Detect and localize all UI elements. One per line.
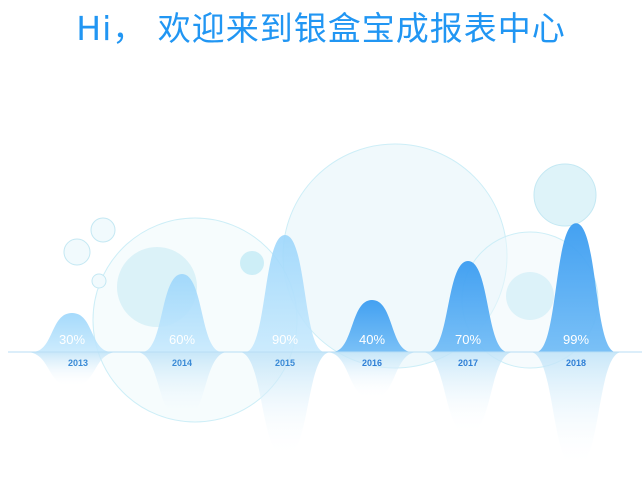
year-label-2017: 2017 [458,358,478,368]
year-label-2015: 2015 [275,358,295,368]
peak-2013 [32,313,112,352]
bubble [240,251,264,275]
year-label-2018: 2018 [566,358,586,368]
year-label-2016: 2016 [362,358,382,368]
value-label-2014: 60% [169,332,195,347]
peak-2017 [428,261,508,352]
value-label-2015: 90% [272,332,298,347]
value-label-2018: 99% [563,332,589,347]
bubble [506,272,554,320]
decorative-bubbles [63,143,599,423]
bubble [63,238,91,266]
bubble [91,273,107,289]
peak-2016 [332,300,412,352]
value-label-2013: 30% [59,332,85,347]
value-label-2016: 40% [359,332,385,347]
peak-reflection-2015 [239,352,331,458]
peak-reflection-2014 [136,352,228,423]
bubble [90,217,116,243]
peak-reflection-2017 [422,352,514,434]
peak-2014 [142,274,222,352]
year-label-2013: 2013 [68,358,88,368]
peak-2015 [245,235,325,352]
peak-reflection-2016 [326,352,418,399]
peak-reflection-2018 [530,352,622,468]
year-label-2014: 2014 [172,358,192,368]
peak-2018 [536,223,616,352]
bubble [533,163,597,227]
peak-reflection-2013 [26,352,118,388]
page-title: Hi， 欢迎来到银盒宝成报表中心 [76,9,566,48]
value-label-2017: 70% [455,332,481,347]
